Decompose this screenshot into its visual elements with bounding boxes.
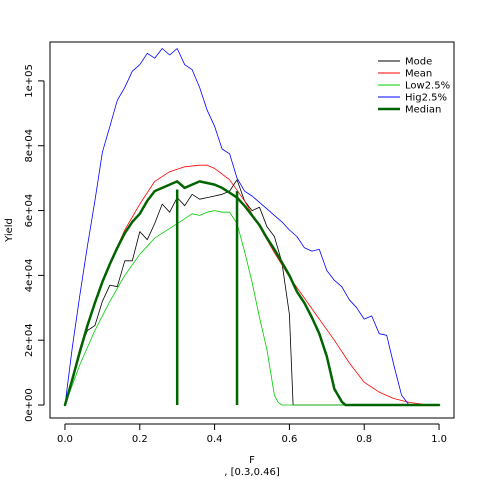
x-axis-subtitle: , [0.3,0.46]: [224, 467, 280, 478]
y-tick-label: 8e+04: [24, 129, 35, 163]
x-axis: 0.0 0.2 0.4 0.6 0.8 1.0: [57, 423, 447, 445]
y-tick-label: 2e+04: [24, 323, 35, 357]
y-axis: 0e+00 2e+04 4e+04 6e+04 8e+04 1e+05: [24, 64, 45, 422]
legend-label-hig2-5: Hig2.5%: [405, 93, 447, 104]
x-tick-label: 1.0: [431, 434, 447, 445]
series-line-low2-5: [64, 210, 440, 406]
interval-lines: [175, 189, 239, 406]
x-tick-label: 0.2: [132, 434, 148, 445]
series-line-mean: [64, 164, 440, 406]
y-tick-label: 0e+00: [24, 388, 35, 422]
series-line-median: [63, 180, 441, 407]
y-tick-label: 4e+04: [24, 259, 35, 293]
x-tick-label: 0.4: [207, 434, 223, 445]
series-layer: [63, 48, 441, 407]
y-tick-label: 1e+05: [24, 64, 35, 98]
legend-label-median: Median: [405, 105, 441, 116]
x-tick-label: 0.8: [356, 434, 372, 445]
legend-label-mean: Mean: [405, 69, 432, 80]
plot-frame: [49, 41, 455, 419]
x-tick-label: 0.0: [57, 434, 73, 445]
y-tick-label: 6e+04: [24, 194, 35, 228]
x-axis-title: F: [249, 455, 255, 466]
series-line-hig2-5: [64, 48, 440, 406]
legend-label-mode: Mode: [405, 57, 432, 68]
legend-label-low2-5: Low2.5%: [405, 81, 450, 92]
x-tick-label: 0.6: [281, 434, 297, 445]
y-axis-title: Yield: [4, 218, 15, 243]
